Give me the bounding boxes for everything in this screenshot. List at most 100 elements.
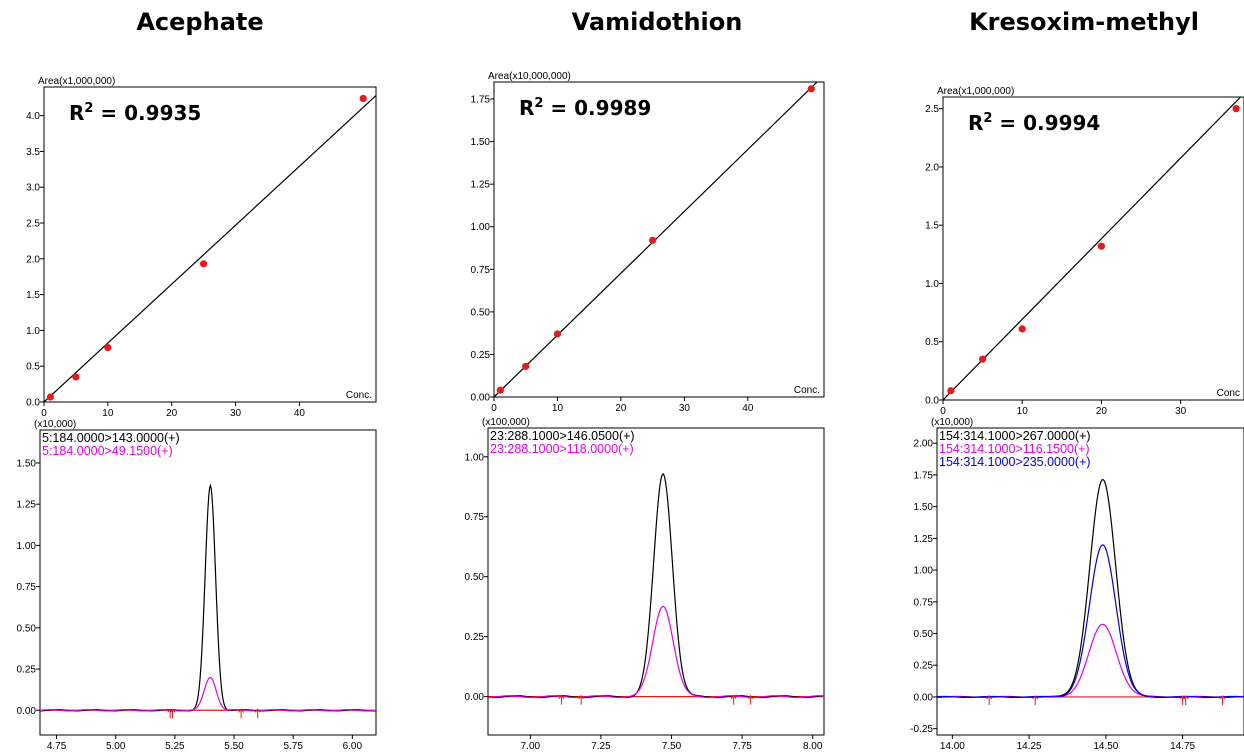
x-tick-label: 10 (1017, 406, 1029, 417)
y-tick-label: 0.50 (465, 572, 485, 583)
y-tick-label: 0.75 (914, 597, 934, 608)
trace-legend-0: 23:288.1000>146.0500(+) (490, 429, 635, 443)
integration-marker (747, 694, 754, 705)
data-point (1018, 325, 1026, 333)
integration-marker (986, 695, 993, 705)
fit-line (494, 82, 818, 397)
y-tick-label: 1.25 (17, 500, 37, 511)
y-tick-label: 0.75 (17, 582, 37, 593)
y-tick-label: 3.5 (26, 147, 40, 158)
data-point (72, 373, 80, 381)
y-tick-label: 3.0 (26, 183, 40, 194)
y-tick-label: 1.00 (471, 222, 491, 233)
integration-marker (254, 708, 261, 719)
y-tick-label: 1.75 (471, 95, 491, 106)
y-tick-label: 0.00 (471, 393, 491, 404)
y-tick-label: 1.25 (914, 534, 934, 545)
y-scale-label: Area(x1,000,000) (38, 76, 115, 87)
trace-line-1 (937, 623, 1244, 699)
trace-legend-0: 5:184.0000>143.0000(+) (42, 431, 180, 445)
data-point (496, 386, 504, 394)
integration-marker (730, 694, 737, 705)
x-tick-label: 40 (742, 403, 754, 414)
trace-line-1 (488, 605, 824, 699)
title-vamidothion: Vamidothion (571, 8, 743, 36)
x-tick-label: 0 (41, 408, 47, 419)
x-tick-label: 20 (1096, 406, 1108, 417)
fit-line (943, 97, 1242, 400)
y-scale-label: (x100,000) (482, 417, 530, 428)
x-axis-label: Conc (1217, 388, 1240, 399)
x-tick-label: 30 (230, 408, 242, 419)
y-tick-label: 1.0 (925, 279, 939, 290)
data-point (649, 236, 657, 244)
y-scale-label: (x10,000) (34, 419, 76, 430)
x-axis-label: Conc. (794, 385, 820, 396)
fit-line (44, 95, 376, 402)
r-squared-label: R2 = 0.9994 (968, 111, 1100, 135)
y-tick-label: 0.75 (471, 265, 491, 276)
y-tick-label: 0.0 (925, 396, 939, 407)
plot-frame (487, 427, 825, 736)
trace-legend-1: 5:184.0000>49.1500(+) (42, 444, 173, 458)
chart-panel-5: (x10,000) -0.25 0.00 0.25 0.50 0.75 1.00 1.25 1.… (910, 417, 1244, 752)
x-tick-label: 8.00 (803, 741, 823, 752)
x-tick-label: 14.25 (1017, 741, 1042, 752)
trace-line-0 (488, 473, 824, 699)
integration-marker (167, 708, 174, 719)
integration-marker (1032, 695, 1039, 705)
y-tick-label: 2.5 (925, 104, 939, 115)
x-tick-label: 7.00 (521, 741, 541, 752)
x-tick-label: 5.50 (224, 741, 244, 752)
x-tick-label: 20 (166, 408, 178, 419)
y-tick-label: 0.0 (26, 398, 40, 409)
trace-line-0 (937, 478, 1244, 699)
y-tick-label: 0.50 (914, 629, 934, 640)
y-tick-label: 2.0 (925, 162, 939, 173)
x-tick-label: 5.75 (283, 741, 303, 752)
plot-frame (942, 96, 1244, 401)
y-tick-label: 1.00 (17, 541, 37, 552)
x-tick-label: 14.75 (1170, 741, 1195, 752)
x-tick-label: 6.00 (343, 741, 363, 752)
x-tick-label: 0 (940, 406, 946, 417)
x-tick-label: 5.25 (165, 741, 185, 752)
y-tick-label: 1.00 (914, 566, 934, 577)
x-tick-label: 40 (294, 408, 306, 419)
y-tick-label: 0.50 (471, 307, 491, 318)
y-tick-label: 1.50 (17, 458, 37, 469)
y-tick-label: 0.25 (914, 661, 934, 672)
integration-marker (1219, 695, 1226, 705)
plot-frame (936, 427, 1244, 736)
y-scale-label: Area(x10,000,000) (488, 71, 571, 82)
x-tick-label: 30 (1175, 406, 1187, 417)
y-tick-label: 0.00 (17, 706, 37, 717)
data-point (979, 355, 987, 363)
y-scale-label: (x10,000) (931, 417, 973, 428)
integration-marker (578, 694, 585, 705)
trace-line-1 (40, 676, 376, 712)
x-tick-label: 30 (679, 403, 691, 414)
data-point (200, 260, 208, 268)
y-tick-label: 1.5 (925, 221, 939, 232)
x-tick-label: 7.50 (662, 741, 682, 752)
x-tick-label: 20 (615, 403, 627, 414)
trace-line-2 (937, 544, 1244, 699)
x-tick-label: 4.75 (47, 741, 67, 752)
data-point (522, 362, 530, 370)
data-point (947, 387, 955, 395)
chart-panel-0: Area(x1,000,000) 0.0 0.5 1.0 1.5 2.0 2.5 3.0 3.5… (26, 76, 377, 419)
y-tick-label: 1.50 (471, 137, 491, 148)
x-tick-label: 7.25 (591, 741, 611, 752)
trace-line-0 (40, 483, 376, 712)
integration-marker (1182, 695, 1189, 705)
integration-marker (169, 708, 176, 719)
y-tick-label: 0.25 (17, 665, 37, 676)
chart-panel-4: (x100,000) 0.00 0.25 0.50 0.75 1.00 7.00 7.25 7.… (465, 417, 825, 752)
y-tick-label: 0.75 (465, 512, 485, 523)
x-tick-label: 7.75 (732, 741, 752, 752)
y-tick-label: -0.25 (910, 724, 933, 735)
plot-frame (43, 86, 377, 403)
plot-frame (39, 429, 377, 736)
y-tick-label: 2.0 (26, 254, 40, 265)
